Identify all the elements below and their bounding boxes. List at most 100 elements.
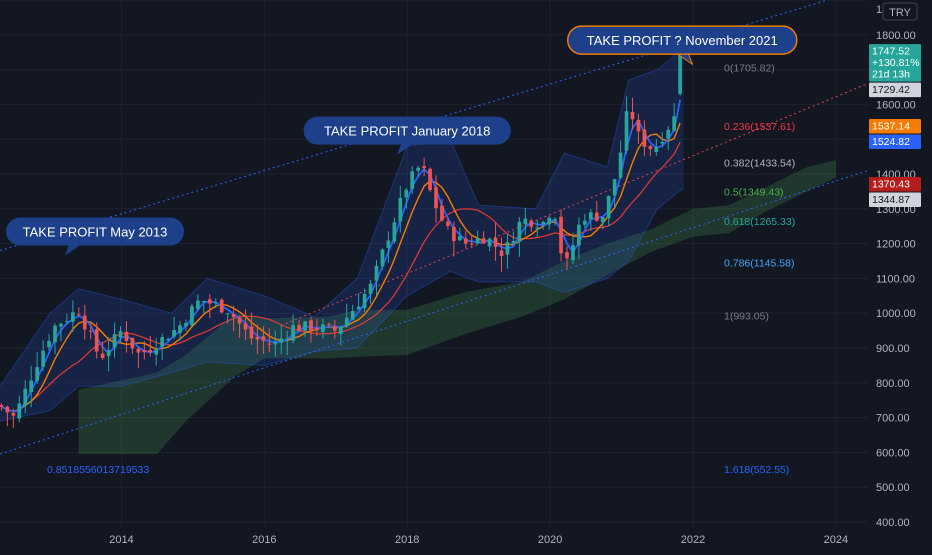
candle[interactable] [654,138,659,156]
candle[interactable] [17,395,22,423]
candle[interactable] [332,319,337,339]
candle[interactable] [249,312,254,345]
candle[interactable] [231,305,236,332]
candle[interactable] [207,293,212,319]
candle[interactable] [600,217,605,230]
candles-layer[interactable] [0,48,682,428]
candle[interactable] [535,219,540,237]
candle[interactable] [237,315,242,338]
candle[interactable] [213,298,218,309]
candle[interactable] [112,322,117,358]
candle[interactable] [487,237,492,252]
candle[interactable] [583,214,587,229]
candle[interactable] [154,338,159,366]
candle[interactable] [392,217,397,245]
candle[interactable] [457,227,462,242]
candle[interactable] [106,336,111,372]
candle[interactable] [410,166,415,195]
candle[interactable] [279,324,284,355]
currency-badge[interactable]: TRY [882,2,918,21]
candle[interactable] [35,352,39,384]
candle[interactable] [672,103,677,133]
candle[interactable] [511,231,516,245]
candle[interactable] [166,337,170,341]
candle[interactable] [190,303,194,326]
candle[interactable] [130,337,135,355]
candle[interactable] [594,200,599,222]
candle[interactable] [315,318,319,337]
candle[interactable] [59,322,63,342]
candle[interactable] [23,379,28,414]
candle[interactable] [267,328,272,353]
candle[interactable] [0,403,4,411]
candle[interactable] [261,326,266,354]
candle[interactable] [368,280,373,304]
candle[interactable] [612,178,617,208]
candle[interactable] [255,324,260,354]
candle[interactable] [225,312,230,324]
candle[interactable] [481,231,486,244]
candle[interactable] [678,48,682,96]
candle[interactable] [291,314,295,344]
candle[interactable] [571,232,575,265]
candle[interactable] [529,218,534,233]
candle[interactable] [446,217,450,230]
candle[interactable] [523,207,528,236]
candle[interactable] [636,113,641,144]
candle[interactable] [469,234,474,248]
candle[interactable] [505,233,510,269]
candle[interactable] [380,248,385,270]
candle[interactable] [201,300,206,313]
candle[interactable] [565,246,569,270]
candle[interactable] [404,187,409,209]
candle[interactable] [118,326,123,344]
currency-badge-box[interactable] [882,2,918,21]
candle[interactable] [350,304,355,321]
candle[interactable] [136,347,141,369]
candle[interactable] [82,304,87,340]
candle[interactable] [172,316,176,339]
candle[interactable] [94,322,99,359]
candle[interactable] [29,365,34,408]
candle[interactable] [398,185,403,233]
candle[interactable] [309,316,313,343]
candle[interactable] [124,321,129,353]
candle[interactable] [475,230,480,245]
candle[interactable] [303,320,307,337]
annotation-layer[interactable]: TAKE PROFIT May 2013 TAKE PROFIT January … [6,25,798,256]
candle[interactable] [243,309,248,341]
candle[interactable] [88,323,93,340]
candle[interactable] [386,231,391,264]
candle[interactable] [463,230,468,249]
candle[interactable] [178,320,182,341]
candle[interactable] [219,298,224,314]
candle[interactable] [5,405,10,427]
candle[interactable] [440,198,444,222]
candle[interactable] [321,318,325,339]
candle[interactable] [76,307,81,317]
callout[interactable]: TAKE PROFIT May 2013 [6,217,184,256]
candle[interactable] [428,167,432,193]
candle[interactable] [338,325,343,346]
candle[interactable] [559,209,563,262]
candle[interactable] [344,303,349,328]
candle[interactable] [416,165,421,177]
candle[interactable] [541,220,546,230]
candle[interactable] [41,340,45,372]
candle[interactable] [517,217,522,257]
candle[interactable] [452,221,456,257]
candle[interactable] [148,336,153,357]
candle[interactable] [588,209,593,231]
candle[interactable] [660,132,665,148]
candle[interactable] [434,175,438,223]
candle[interactable] [493,222,498,261]
candle[interactable] [285,330,290,355]
candle[interactable] [47,333,51,351]
candle[interactable] [196,294,200,311]
candle[interactable] [624,96,629,155]
candle[interactable] [422,157,426,177]
candle[interactable] [362,288,367,312]
callout[interactable]: TAKE PROFIT January 2018 [303,116,511,155]
